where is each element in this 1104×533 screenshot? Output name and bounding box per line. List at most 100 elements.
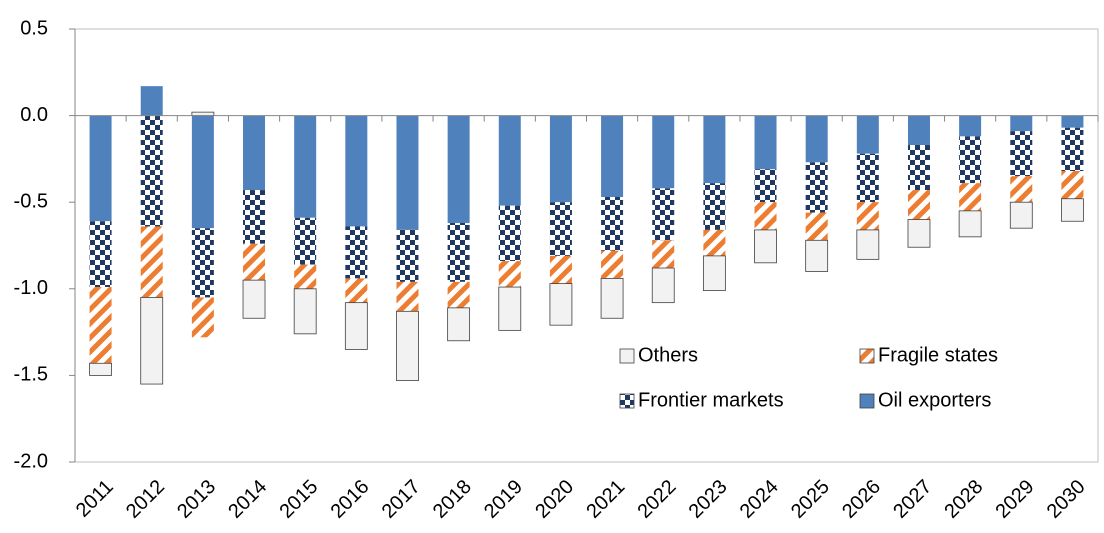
legend-label: Frontier markets: [638, 389, 784, 411]
bar-segment: [89, 221, 112, 288]
x-tick-label: 2025: [787, 476, 834, 523]
bar-segment: [805, 115, 828, 163]
bar-segment: [805, 239, 829, 272]
x-tick-label: 2012: [122, 476, 169, 523]
bar-segment: [243, 115, 266, 191]
bar-segment: [243, 190, 266, 244]
bar-segment: [1009, 201, 1033, 229]
bar-segment: [447, 222, 470, 282]
bar-segment: [345, 226, 368, 279]
x-tick-label: 2024: [736, 476, 783, 523]
bar-segment: [1010, 131, 1033, 177]
bar-segment: [1010, 115, 1033, 132]
bar-segment: [140, 115, 163, 227]
bar-segment: [294, 217, 317, 265]
bar-segment: [89, 287, 112, 364]
y-tick-label: -2.0: [14, 450, 48, 472]
bar-segment: [191, 297, 214, 338]
x-tick-label: 2019: [480, 476, 527, 523]
bar-segment: [89, 115, 112, 222]
x-tick-label: 2028: [940, 476, 987, 523]
bar-segment: [191, 115, 214, 229]
bar-segment: [396, 310, 419, 381]
y-tick-label: 0.5: [20, 17, 48, 39]
x-tick-label: 2011: [72, 476, 118, 522]
x-tick-label: 2029: [992, 476, 1039, 523]
y-tick-label: 0.0: [20, 104, 48, 126]
bar-segment: [601, 250, 624, 279]
legend-label: Oil exporters: [878, 389, 991, 411]
bar-segment: [447, 115, 470, 223]
bar-segment: [191, 111, 215, 117]
bar-segment: [907, 219, 931, 248]
bar-segment: [140, 86, 163, 116]
bar-segment: [498, 205, 521, 262]
bar-segment: [702, 255, 726, 291]
bar-segment: [651, 267, 675, 304]
bar-segment: [344, 302, 368, 350]
x-tick-label: 2021: [582, 476, 629, 523]
legend-swatch: [619, 348, 635, 364]
bar-segment: [1061, 171, 1084, 199]
legend-swatch: [859, 393, 875, 409]
bar-segment: [396, 229, 419, 282]
bar-segment: [754, 169, 777, 203]
bar-segment: [293, 288, 317, 335]
legend-swatch: [619, 393, 635, 409]
bar-segment: [140, 226, 163, 298]
x-tick-label: 2023: [685, 476, 732, 523]
x-tick-label: 2020: [531, 476, 578, 523]
bar-segment: [396, 115, 419, 230]
bar-segment: [907, 115, 930, 146]
bar-segment: [89, 362, 112, 376]
bar-segment: [805, 212, 828, 241]
bar-segment: [294, 264, 317, 289]
bar-segment: [703, 229, 726, 256]
x-tick-label: 2022: [633, 476, 680, 523]
bar-segment: [396, 281, 419, 312]
x-tick-label: 2026: [838, 476, 885, 523]
bar-segment: [856, 115, 879, 154]
bar-segment: [447, 307, 471, 342]
bar-segment: [754, 202, 777, 230]
bar-segment: [600, 278, 624, 319]
bar-segment: [703, 183, 726, 230]
bar-segment: [805, 162, 828, 213]
bar-segment: [907, 145, 930, 191]
legend-label: Others: [638, 344, 698, 366]
bar-segment: [345, 278, 368, 303]
x-tick-label: 2016: [327, 476, 374, 523]
bar-segment: [294, 115, 317, 218]
bar-segment: [652, 240, 675, 269]
bar-segment: [447, 281, 470, 308]
bar-segment: [549, 283, 573, 326]
x-tick-label: 2013: [173, 476, 220, 523]
bar-segment: [959, 136, 982, 184]
bar-segment: [1061, 127, 1084, 172]
bar-segment: [959, 183, 982, 211]
bar-segment: [856, 202, 879, 230]
bar-segment: [856, 229, 880, 260]
bar-segment: [703, 115, 726, 184]
bar-segment: [549, 115, 572, 203]
x-tick-label: 2015: [275, 476, 322, 523]
bar-segment: [601, 115, 624, 198]
bar-segment: [140, 297, 164, 385]
bar-segment: [498, 286, 522, 331]
x-tick-label: 2017: [378, 476, 425, 523]
bar-segment: [549, 202, 572, 256]
bar-segment: [549, 255, 572, 284]
bar-segment: [601, 197, 624, 251]
bar-segment: [498, 261, 521, 288]
bar-segment: [345, 115, 368, 227]
bar-segment: [856, 153, 879, 203]
bar-segment: [959, 115, 982, 137]
x-tick-label: 2027: [889, 476, 936, 523]
bar-segment: [243, 243, 266, 281]
bar-segment: [754, 115, 777, 170]
bar-segment: [498, 115, 521, 206]
bar-segment: [652, 115, 675, 189]
legend-label: Fragile states: [878, 344, 998, 366]
y-tick-label: -0.5: [14, 190, 48, 212]
